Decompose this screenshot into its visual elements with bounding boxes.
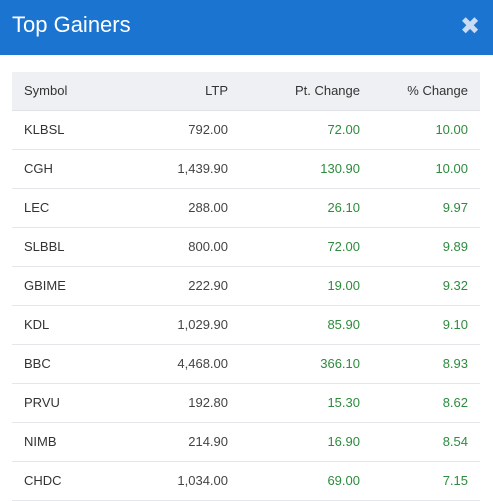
- pct-change-cell: 9.10: [442, 317, 468, 332]
- pct-change-cell: 10.00: [435, 161, 468, 176]
- pt-change-cell: 15.30: [327, 395, 360, 410]
- ltp-cell: 214.90: [188, 434, 228, 449]
- pct-change-cell: 8.54: [442, 434, 468, 449]
- table-row[interactable]: SLBBL 800.00 72.00 9.89: [12, 227, 480, 266]
- symbol-cell: CHDC: [24, 473, 62, 488]
- pt-change-cell: 72.00: [327, 122, 360, 137]
- symbol-cell: CGH: [24, 161, 53, 176]
- symbol-cell: KLBSL: [24, 122, 65, 137]
- table-row[interactable]: BBC 4,468.00 366.10 8.93: [12, 344, 480, 383]
- column-header-ltp[interactable]: LTP: [116, 72, 240, 111]
- top-gainers-table: Symbol LTP Pt. Change % Change KLBSL 792.…: [12, 72, 480, 501]
- table-body: KLBSL 792.00 72.00 10.00 CGH 1,439.90 130.90 10…: [12, 110, 480, 500]
- table-row[interactable]: GBIME 222.90 19.00 9.32: [12, 266, 480, 305]
- pt-change-cell: 130.90: [320, 161, 360, 176]
- ltp-cell: 222.90: [188, 278, 228, 293]
- table-header-row: Symbol LTP Pt. Change % Change: [12, 72, 480, 111]
- pt-change-cell: 19.00: [327, 278, 360, 293]
- ltp-cell: 1,439.90: [177, 161, 228, 176]
- table-row[interactable]: NIMB 214.90 16.90 8.54: [12, 422, 480, 461]
- table-row[interactable]: PRVU 192.80 15.30 8.62: [12, 383, 480, 422]
- ltp-cell: 792.00: [188, 122, 228, 137]
- modal-header: Top Gainers ✖: [0, 0, 493, 55]
- close-icon: ✖: [459, 13, 481, 40]
- column-header-symbol[interactable]: Symbol: [12, 72, 116, 111]
- pct-change-cell: 9.89: [442, 239, 468, 254]
- column-header-pct-change[interactable]: % Change: [372, 72, 480, 111]
- symbol-cell: BBC: [24, 356, 51, 371]
- table-row[interactable]: KLBSL 792.00 72.00 10.00: [12, 110, 480, 149]
- symbol-cell: LEC: [24, 200, 50, 215]
- pt-change-cell: 85.90: [327, 317, 360, 332]
- ltp-cell: 800.00: [188, 239, 228, 254]
- pct-change-cell: 8.62: [442, 395, 468, 410]
- ltp-cell: 4,468.00: [177, 356, 228, 371]
- pt-change-cell: 16.90: [327, 434, 360, 449]
- symbol-cell: KDL: [24, 317, 50, 332]
- pct-change-cell: 10.00: [435, 122, 468, 137]
- pt-change-cell: 69.00: [327, 473, 360, 488]
- table-row[interactable]: CGH 1,439.90 130.90 10.00: [12, 149, 480, 188]
- column-header-pt-change[interactable]: Pt. Change: [240, 72, 372, 111]
- pt-change-cell: 366.10: [320, 356, 360, 371]
- pct-change-cell: 9.32: [442, 278, 468, 293]
- symbol-cell: NIMB: [24, 434, 57, 449]
- close-button[interactable]: ✖: [457, 14, 483, 40]
- pt-change-cell: 26.10: [327, 200, 360, 215]
- pct-change-cell: 9.97: [442, 200, 468, 215]
- top-gainers-table-container: Symbol LTP Pt. Change % Change KLBSL 792.…: [12, 72, 480, 501]
- symbol-cell: GBIME: [24, 278, 66, 293]
- pct-change-cell: 8.93: [442, 356, 468, 371]
- symbol-cell: PRVU: [24, 395, 60, 410]
- table-row[interactable]: LEC 288.00 26.10 9.97: [12, 188, 480, 227]
- modal-title: Top Gainers: [12, 12, 131, 37]
- ltp-cell: 1,029.90: [177, 317, 228, 332]
- table-row[interactable]: KDL 1,029.90 85.90 9.10: [12, 305, 480, 344]
- table-row[interactable]: CHDC 1,034.00 69.00 7.15: [12, 461, 480, 500]
- symbol-cell: SLBBL: [24, 239, 65, 254]
- pct-change-cell: 7.15: [442, 473, 468, 488]
- ltp-cell: 288.00: [188, 200, 228, 215]
- ltp-cell: 192.80: [188, 395, 228, 410]
- table-header: Symbol LTP Pt. Change % Change: [12, 72, 480, 111]
- pt-change-cell: 72.00: [327, 239, 360, 254]
- ltp-cell: 1,034.00: [177, 473, 228, 488]
